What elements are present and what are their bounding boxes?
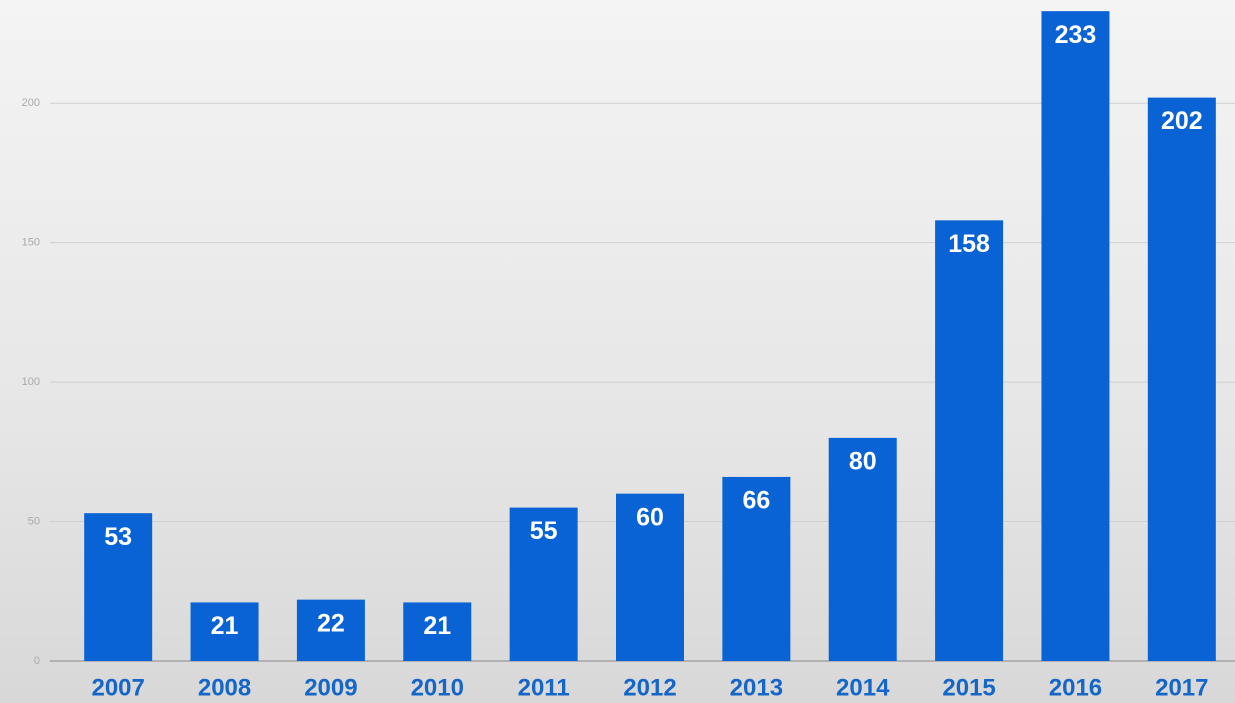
- x-tick-label: 2015: [942, 674, 995, 701]
- y-tick-label: 0: [34, 655, 40, 667]
- bar: [190, 602, 259, 661]
- value-label: 80: [849, 447, 877, 475]
- bar: [1041, 11, 1110, 661]
- y-tick-label: 200: [22, 97, 40, 109]
- bar: [722, 476, 791, 661]
- value-label: 202: [1161, 107, 1203, 135]
- value-label: 60: [636, 503, 664, 531]
- y-tick-label: 150: [22, 237, 40, 249]
- bar: [509, 507, 578, 661]
- value-label: 158: [948, 230, 990, 258]
- bar: [403, 602, 472, 661]
- value-label: 66: [742, 487, 770, 515]
- y-tick-label: 100: [22, 376, 40, 388]
- x-tick-label: 2007: [91, 674, 144, 701]
- value-label: 53: [104, 523, 132, 551]
- bar: [828, 437, 897, 661]
- x-tick-label: 2014: [836, 674, 890, 701]
- bar: [1147, 97, 1216, 662]
- bar: [84, 513, 153, 661]
- x-tick-label: 2009: [304, 674, 357, 701]
- bar: [935, 220, 1004, 662]
- value-label: 55: [530, 517, 558, 545]
- value-label: 21: [423, 612, 451, 640]
- value-label: 21: [211, 612, 239, 640]
- x-tick-label: 2013: [730, 674, 783, 701]
- x-tick-label: 2008: [198, 674, 251, 701]
- y-tick-label: 50: [28, 515, 40, 527]
- x-tick-label: 2010: [411, 674, 464, 701]
- value-label: 233: [1055, 21, 1097, 49]
- bar: [616, 493, 684, 661]
- x-tick-label: 2011: [518, 674, 570, 701]
- x-tick-label: 2017: [1155, 674, 1208, 701]
- x-tick-label: 2012: [623, 674, 676, 701]
- value-label: 22: [317, 609, 345, 637]
- bar: [296, 599, 365, 661]
- x-tick-label: 2016: [1049, 674, 1102, 701]
